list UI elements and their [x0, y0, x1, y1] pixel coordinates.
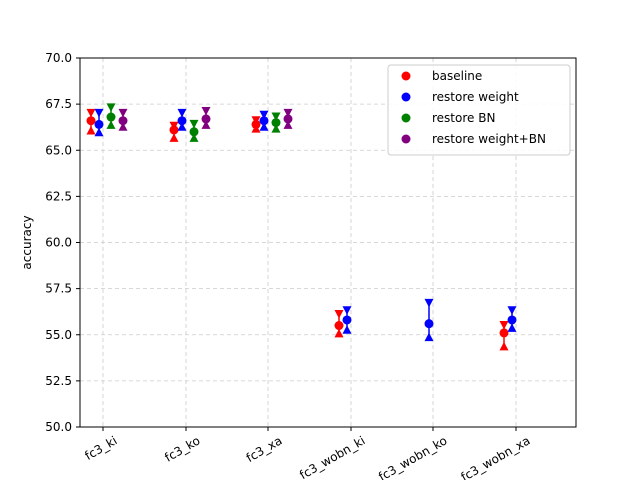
- y-tick-label: 57.5: [45, 282, 72, 296]
- legend-marker: [401, 92, 411, 102]
- data-point: [283, 114, 293, 124]
- data-points: [86, 103, 517, 351]
- legend-marker: [401, 71, 411, 81]
- data-point: [169, 125, 179, 135]
- range-high-marker: [499, 321, 509, 330]
- range-high-marker: [334, 309, 344, 319]
- data-point: [201, 114, 211, 124]
- legend-marker: [401, 134, 411, 144]
- range-low-marker: [499, 341, 509, 351]
- data-point: [118, 116, 128, 126]
- range-high-marker: [201, 107, 211, 116]
- range-low-marker: [169, 133, 179, 142]
- range-high-marker: [94, 108, 104, 118]
- legend-label: baseline: [432, 69, 482, 83]
- y-tick-label: 67.5: [45, 97, 72, 111]
- legend-label: restore BN: [432, 111, 495, 125]
- data-point: [251, 119, 261, 129]
- range-high-marker: [177, 108, 187, 118]
- range-low-marker: [342, 325, 352, 334]
- range-low-marker: [118, 122, 128, 131]
- legend: baseline restore weight restore BN restore …: [387, 64, 571, 156]
- range-low-marker: [106, 120, 116, 129]
- y-tick-label: 52.5: [45, 374, 72, 388]
- y-tick-label: 60.0: [45, 236, 72, 250]
- data-point: [271, 118, 281, 128]
- range-low-marker: [177, 122, 187, 131]
- data-point: [424, 319, 434, 329]
- range-low-marker: [86, 125, 96, 135]
- legend-box: [387, 64, 571, 156]
- range-low-marker: [94, 127, 104, 137]
- range-high-marker: [342, 306, 352, 315]
- range-low-marker: [259, 122, 269, 131]
- data-point: [499, 328, 509, 338]
- y-tick-label: 62.5: [45, 189, 72, 203]
- range-low-marker: [283, 120, 293, 129]
- data-point: [86, 116, 96, 126]
- range-low-marker: [507, 323, 517, 332]
- range-high-marker: [259, 110, 269, 120]
- legend-label: restore weight+BN: [432, 132, 546, 146]
- data-point: [334, 321, 344, 331]
- data-point: [342, 315, 352, 325]
- range-high-marker: [86, 108, 96, 118]
- range-high-marker: [118, 108, 128, 118]
- range-high-marker: [424, 298, 434, 308]
- y-tick-label: 55.0: [45, 328, 72, 342]
- range-low-marker: [424, 332, 434, 342]
- y-tick-label: 50.0: [45, 420, 72, 434]
- legend-marker: [401, 113, 411, 123]
- y-axis-label: accuracy: [20, 215, 34, 269]
- range-low-marker: [189, 133, 199, 142]
- y-tick-label: 65.0: [45, 143, 72, 157]
- data-point: [177, 116, 187, 126]
- range-low-marker: [271, 124, 281, 133]
- legend-label: restore weight: [432, 90, 519, 104]
- range-low-marker: [201, 120, 211, 129]
- data-point: [94, 119, 104, 129]
- range-high-marker: [271, 112, 281, 122]
- data-point: [106, 112, 116, 122]
- data-point: [189, 127, 199, 137]
- y-tick-label: 70.0: [45, 51, 72, 65]
- range-low-marker: [334, 328, 344, 338]
- range-high-marker: [106, 103, 116, 112]
- range-high-marker: [507, 306, 517, 315]
- range-high-marker: [189, 119, 199, 129]
- range-high-marker: [283, 108, 293, 118]
- data-point: [507, 315, 517, 325]
- data-point: [259, 116, 269, 126]
